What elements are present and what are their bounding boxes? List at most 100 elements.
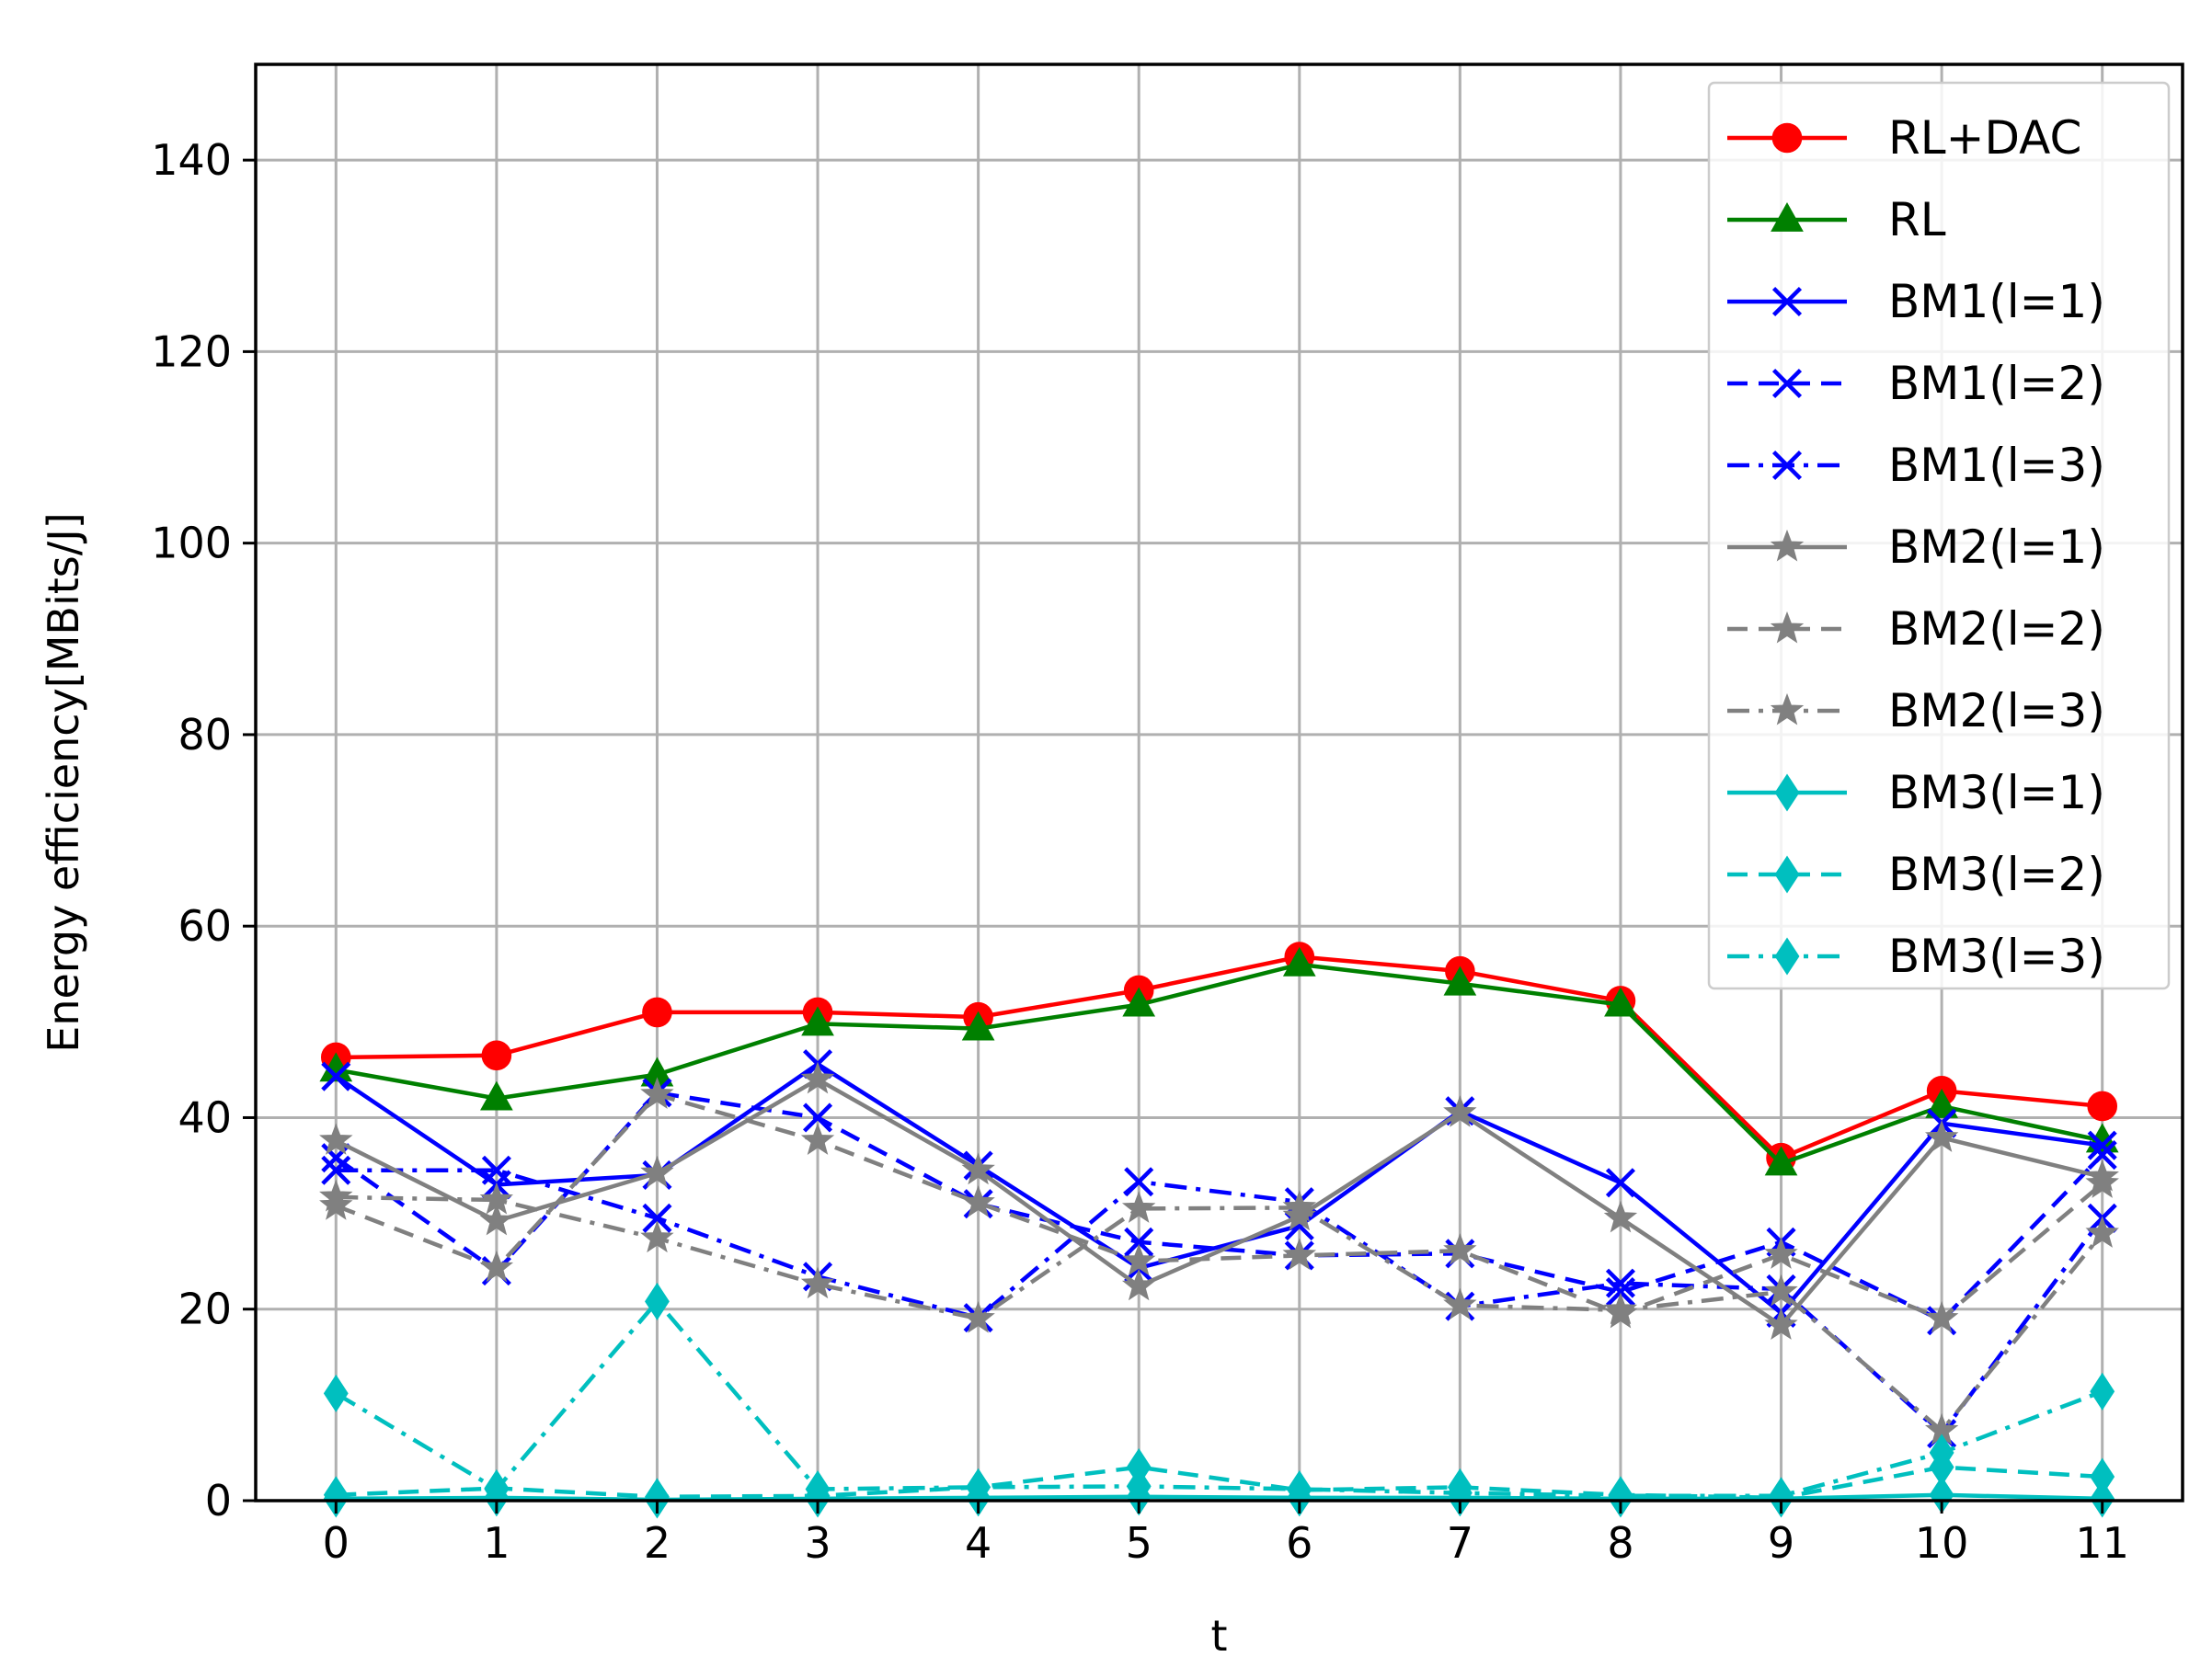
series-line: [336, 1168, 2104, 1436]
data-point: [645, 1282, 670, 1320]
data-point: [1604, 987, 1637, 1017]
data-point: [321, 1061, 351, 1091]
data-point: [801, 1006, 834, 1036]
x-tick-label: 8: [1607, 1518, 1633, 1568]
data-point: [1929, 1434, 1954, 1472]
legend-item: RL: [1727, 193, 1946, 246]
legend-item: BM3(l=2): [1727, 848, 2105, 901]
data-point: [1124, 1227, 1154, 1257]
legend-item: BM3(l=3): [1727, 930, 2105, 983]
legend: RL+DAC RL BM1(l=1) BM1(l=2) BM1(l=3) BM2(l=1)…: [1707, 81, 2171, 990]
legend-item: BM1(l=2): [1727, 357, 2105, 410]
legend-label: BM1(l=3): [1888, 439, 2105, 492]
data-point: [481, 1155, 511, 1185]
data-point: [1124, 1167, 1154, 1197]
y-tick-label: 100: [151, 519, 232, 568]
data-point: [479, 1250, 514, 1283]
data-point: [645, 1478, 670, 1516]
data-point: [1764, 1274, 1798, 1307]
data-point: [2090, 1479, 2115, 1518]
legend-label: RL: [1888, 193, 1946, 246]
x-tick-label: 7: [1447, 1518, 1473, 1568]
legend-item: RL+DAC: [1727, 111, 2081, 165]
data-point: [1771, 201, 1804, 232]
x-tick-label: 6: [1286, 1518, 1312, 1568]
x-tick-label: 4: [965, 1518, 991, 1568]
data-point: [1764, 1308, 1798, 1340]
data-point: [1282, 946, 1316, 977]
data-point: [2085, 1166, 2119, 1198]
series-line: [335, 962, 2103, 1166]
data-point: [1605, 1268, 1636, 1298]
data-point: [1121, 1191, 1156, 1223]
legend-label: BM2(l=1): [1888, 520, 2105, 574]
series-line: [335, 1061, 2103, 1316]
series-line: [336, 1465, 2103, 1501]
legend-label: BM3(l=1): [1888, 766, 2105, 819]
data-point: [800, 1061, 835, 1094]
data-point: [1443, 1233, 1477, 1265]
legend-label: BM1(l=1): [1888, 275, 2105, 328]
data-point: [2090, 1457, 2115, 1496]
data-point: [961, 1011, 995, 1041]
series-line: [335, 1299, 2103, 1499]
data-point: [1924, 1120, 1959, 1152]
data-point: [479, 1203, 514, 1236]
data-point: [1764, 1146, 1798, 1176]
x-tick-label: 2: [644, 1518, 670, 1568]
data-point: [1771, 122, 1803, 154]
series-BM3(l=3): [323, 1282, 2115, 1515]
data-point: [481, 1040, 512, 1071]
data-point: [1605, 1168, 1636, 1198]
data-point: [803, 1102, 833, 1133]
data-point: [1774, 855, 1800, 894]
data-point: [642, 1203, 672, 1233]
x-tick-label: 1: [483, 1518, 510, 1568]
y-tick-label: 80: [178, 710, 232, 760]
data-point: [319, 1179, 353, 1212]
y-tick-label: 120: [151, 326, 232, 376]
data-point: [961, 1184, 995, 1217]
data-point: [1770, 692, 1805, 725]
legend-label: BM3(l=3): [1888, 930, 2105, 983]
data-point: [1924, 1300, 1959, 1333]
y-tick-label: 0: [205, 1476, 232, 1525]
y-tick-label: 60: [178, 901, 232, 951]
data-point: [1122, 987, 1156, 1017]
data-point: [640, 1155, 674, 1188]
data-point: [640, 1077, 674, 1109]
legend-label: BM1(l=2): [1888, 357, 2105, 410]
data-point: [2087, 1130, 2117, 1160]
data-point: [1764, 1237, 1798, 1269]
data-point: [2090, 1372, 2115, 1411]
data-point: [1121, 1268, 1156, 1301]
data-point: [321, 1155, 351, 1185]
legend-label: BM2(l=3): [1888, 684, 2105, 737]
x-tick-label: 5: [1126, 1518, 1152, 1568]
data-point: [2087, 1091, 2118, 1122]
series-BM2(l=3): [319, 1179, 2119, 1445]
data-point: [1771, 286, 1803, 317]
data-point: [1443, 965, 1477, 996]
legend-item: BM2(l=3): [1727, 684, 2105, 737]
x-tick-label: 3: [804, 1518, 831, 1568]
data-point: [1282, 1238, 1317, 1270]
data-point: [961, 1300, 995, 1333]
data-point: [800, 1123, 835, 1155]
data-point: [640, 1220, 674, 1253]
series-line: [335, 1077, 2103, 1328]
legend-label: BM2(l=2): [1888, 602, 2105, 656]
data-point: [1121, 1243, 1156, 1276]
legend-box: [1707, 81, 2171, 990]
data-point: [1771, 368, 1803, 399]
data-point: [800, 1266, 835, 1299]
data-point: [1771, 450, 1803, 481]
legend-item: BM2(l=1): [1727, 520, 2105, 574]
plot-frame: [254, 63, 2184, 1502]
x-tick-label: 11: [2075, 1518, 2129, 1568]
data-point: [480, 1080, 513, 1111]
data-point: [321, 1143, 351, 1173]
x-tick-label: 10: [1915, 1518, 1969, 1568]
data-point: [1774, 773, 1800, 812]
